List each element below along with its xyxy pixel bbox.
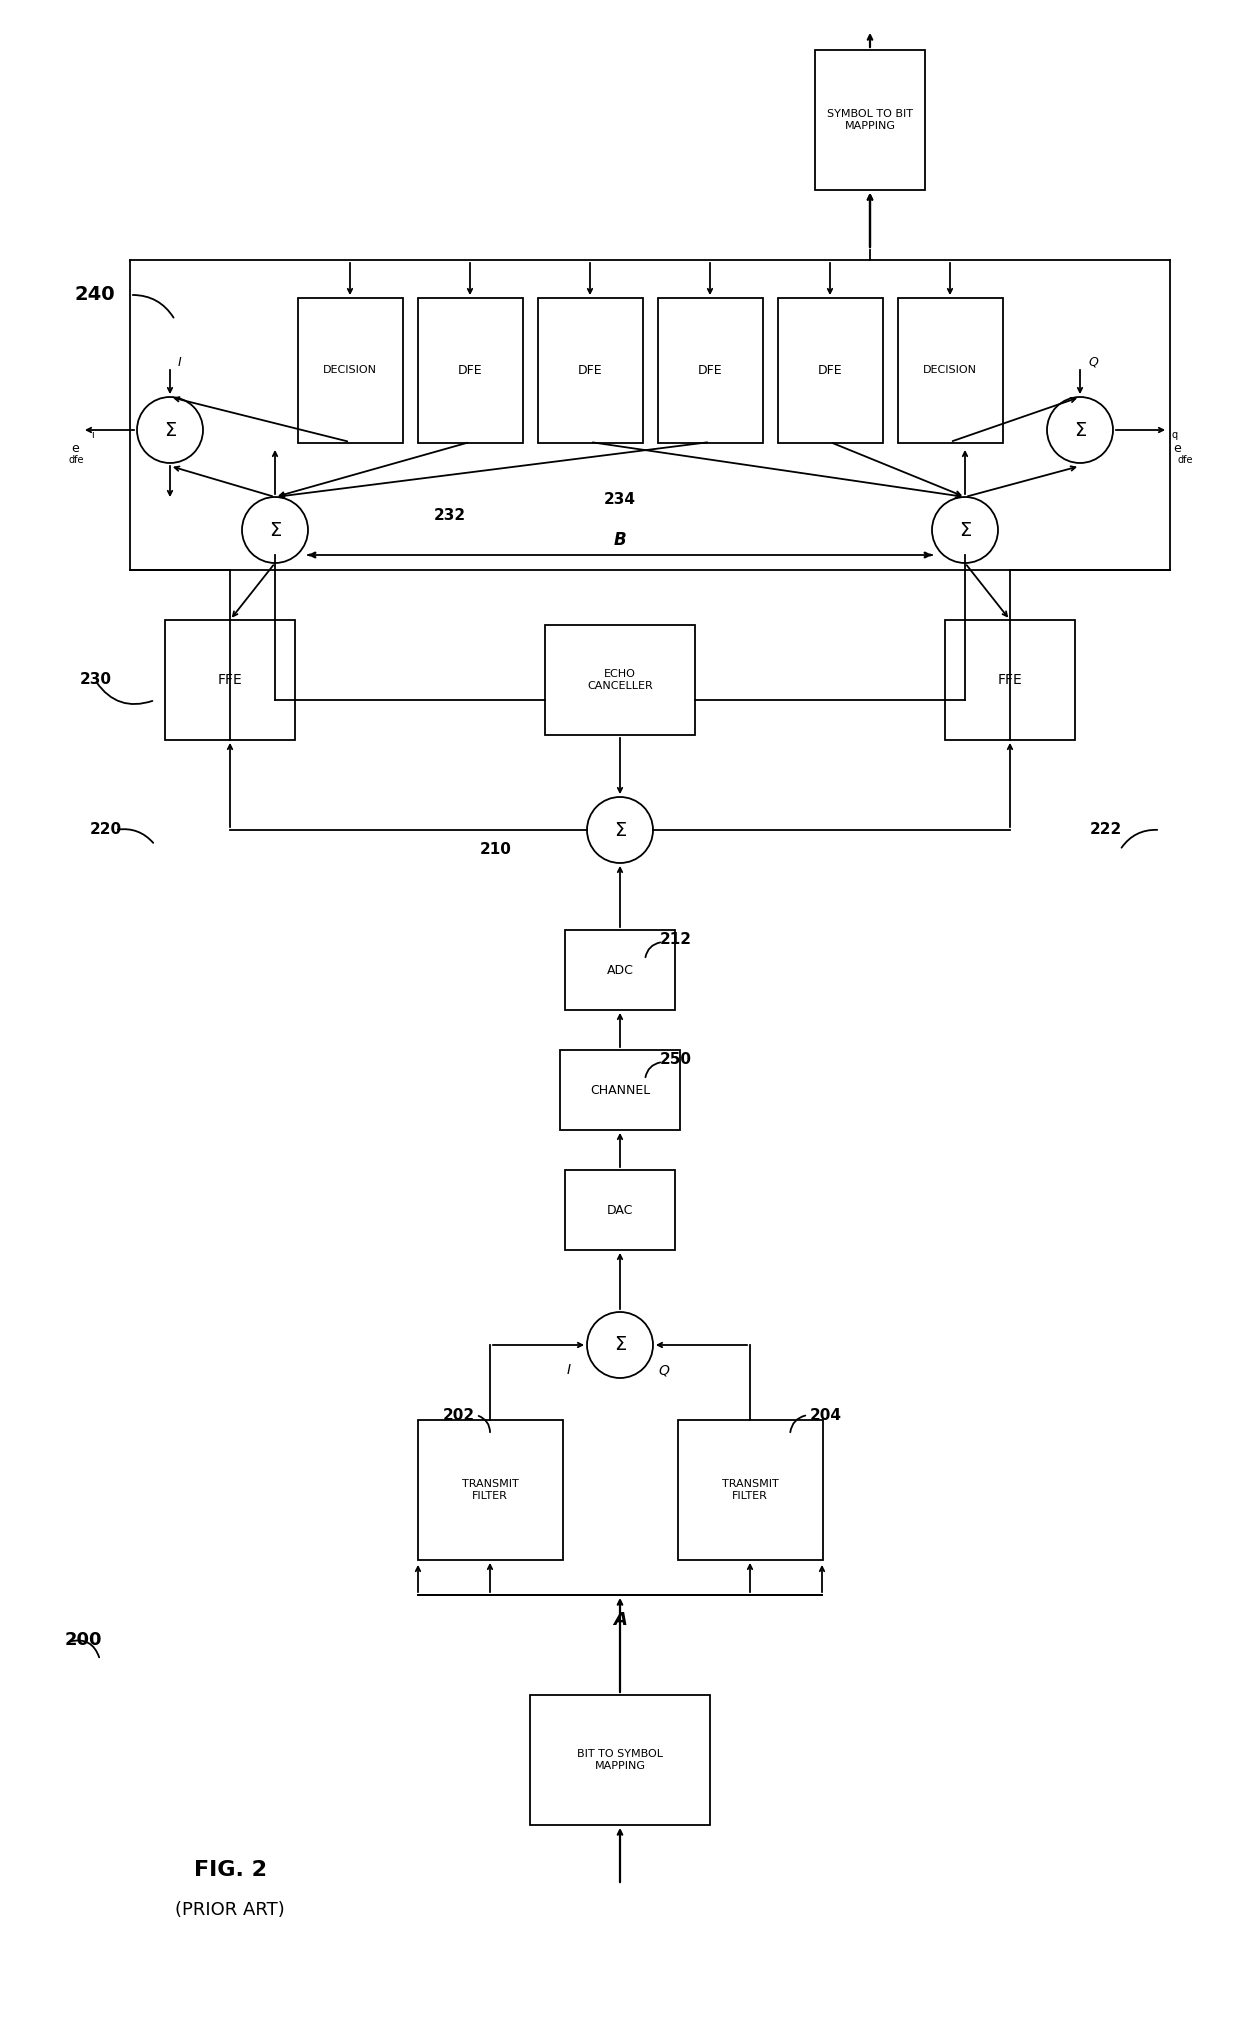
Bar — [945, 620, 1075, 740]
Bar — [165, 620, 295, 740]
Bar — [546, 624, 694, 734]
Text: dfe: dfe — [1178, 456, 1193, 466]
Text: I: I — [567, 1363, 572, 1377]
Text: (PRIOR ART): (PRIOR ART) — [175, 1902, 285, 1918]
Text: 210: 210 — [480, 842, 512, 858]
Circle shape — [1047, 397, 1114, 464]
Text: 200: 200 — [64, 1631, 103, 1650]
Circle shape — [932, 496, 998, 563]
Text: i: i — [92, 429, 94, 439]
Circle shape — [242, 496, 308, 563]
Text: DFE: DFE — [817, 364, 842, 376]
Bar — [298, 297, 403, 443]
Text: Σ: Σ — [614, 820, 626, 840]
Text: DECISION: DECISION — [322, 364, 377, 374]
Bar — [815, 51, 925, 189]
Text: 212: 212 — [660, 932, 692, 948]
Text: TRANSMIT
FILTER: TRANSMIT FILTER — [722, 1479, 779, 1501]
Text: FIG. 2: FIG. 2 — [193, 1859, 267, 1879]
Circle shape — [136, 397, 203, 464]
Bar — [418, 297, 522, 443]
Text: 250: 250 — [660, 1052, 692, 1068]
Bar — [418, 1420, 563, 1560]
Text: BIT TO SYMBOL
MAPPING: BIT TO SYMBOL MAPPING — [577, 1749, 663, 1772]
Text: Q: Q — [1087, 356, 1097, 368]
Text: e: e — [71, 441, 79, 454]
Text: DAC: DAC — [606, 1204, 634, 1216]
Circle shape — [587, 797, 653, 862]
Text: 240: 240 — [74, 285, 115, 305]
Text: DECISION: DECISION — [923, 364, 977, 374]
Text: 222: 222 — [1090, 822, 1122, 838]
Text: 232: 232 — [434, 508, 466, 523]
Text: 230: 230 — [81, 673, 112, 687]
Bar — [898, 297, 1002, 443]
Text: TRANSMIT
FILTER: TRANSMIT FILTER — [461, 1479, 518, 1501]
Text: DFE: DFE — [578, 364, 603, 376]
Bar — [657, 297, 763, 443]
Text: 204: 204 — [810, 1408, 842, 1422]
Text: dfe: dfe — [68, 456, 84, 466]
Text: 220: 220 — [91, 822, 122, 838]
Text: Q: Q — [658, 1363, 668, 1377]
Bar — [565, 930, 675, 1011]
Circle shape — [587, 1312, 653, 1377]
Text: DFE: DFE — [458, 364, 482, 376]
Text: B: B — [614, 531, 626, 549]
Text: CHANNEL: CHANNEL — [590, 1084, 650, 1096]
Text: Σ: Σ — [164, 421, 176, 439]
Text: Σ: Σ — [959, 521, 971, 539]
Text: 202: 202 — [443, 1408, 475, 1422]
Bar — [529, 1694, 711, 1824]
Bar — [677, 1420, 822, 1560]
Text: ADC: ADC — [606, 964, 634, 976]
Bar — [565, 1170, 675, 1251]
Text: ECHO
CANCELLER: ECHO CANCELLER — [587, 669, 653, 692]
Text: 234: 234 — [604, 492, 636, 508]
Text: Σ: Σ — [614, 1336, 626, 1355]
Bar — [560, 1050, 680, 1131]
Bar — [537, 297, 642, 443]
Text: e: e — [1173, 441, 1180, 454]
Text: DFE: DFE — [698, 364, 723, 376]
Text: Σ: Σ — [1074, 421, 1086, 439]
Text: A: A — [613, 1611, 627, 1629]
Bar — [777, 297, 883, 443]
Text: FFE: FFE — [998, 673, 1022, 687]
Text: FFE: FFE — [218, 673, 242, 687]
Text: q: q — [1171, 429, 1177, 439]
Text: SYMBOL TO BIT
MAPPING: SYMBOL TO BIT MAPPING — [827, 110, 913, 130]
Text: Σ: Σ — [269, 521, 281, 539]
Text: I: I — [179, 356, 182, 368]
